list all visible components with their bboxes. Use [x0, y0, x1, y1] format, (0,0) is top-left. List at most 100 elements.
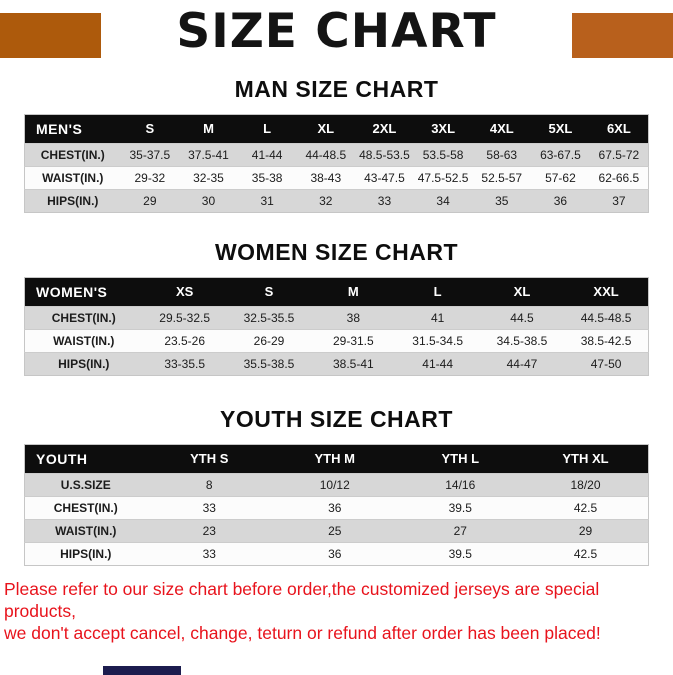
size-cell: 41-44 [395, 351, 480, 376]
col-header: 5XL [531, 114, 590, 144]
size-cell: 35-38 [237, 165, 297, 190]
top-left-accent-bar [0, 13, 101, 58]
size-cell: 38.5-42.5 [564, 328, 649, 353]
col-header: XL [479, 277, 565, 307]
row-label: HIPS(IN.) [24, 351, 143, 376]
col-header: 2XL [355, 114, 414, 144]
youth-size-table: YOUTH YTH S YTH M YTH L YTH XL U.S.SIZE … [24, 443, 649, 566]
row-label: WAIST(IN.) [24, 518, 147, 543]
size-cell: 23 [146, 518, 272, 543]
size-cell: 25 [272, 518, 398, 543]
size-cell: 62-66.5 [589, 165, 649, 190]
col-header: YTH S [146, 444, 272, 474]
row-label: HIPS(IN.) [24, 541, 147, 566]
footer-notice-line-2: we don't accept cancel, change, teturn o… [4, 623, 601, 644]
col-header: XXL [564, 277, 649, 307]
row-label: CHEST(IN.) [24, 305, 143, 330]
col-header: L [237, 114, 297, 144]
col-header: YTH L [397, 444, 523, 474]
table-row: HIPS(IN.) 29 30 31 32 33 34 35 36 37 [24, 188, 649, 213]
size-cell: 33 [355, 188, 414, 213]
size-cell: 63-67.5 [531, 142, 590, 167]
size-cell: 14/16 [397, 472, 523, 497]
table-row: HIPS(IN.) 33 36 39.5 42.5 [24, 541, 649, 566]
row-label: CHEST(IN.) [24, 142, 121, 167]
table-row: CHEST(IN.) 35-37.5 37.5-41 41-44 44-48.5… [24, 142, 649, 167]
size-cell: 52.5-57 [472, 165, 532, 190]
size-cell: 34.5-38.5 [479, 328, 565, 353]
size-cell: 34 [413, 188, 473, 213]
table-row: WAIST(IN.) 29-32 32-35 35-38 38-43 43-47… [24, 165, 649, 190]
size-cell: 29 [120, 188, 180, 213]
size-cell: 32-35 [179, 165, 238, 190]
table-row: U.S.SIZE 8 10/12 14/16 18/20 [24, 472, 649, 497]
size-cell: 53.5-58 [413, 142, 473, 167]
size-cell: 35 [472, 188, 532, 213]
size-cell: 32 [296, 188, 356, 213]
size-cell: 10/12 [272, 472, 398, 497]
size-cell: 33-35.5 [142, 351, 227, 376]
col-header: XL [296, 114, 356, 144]
size-cell: 29.5-32.5 [142, 305, 227, 330]
size-cell: 48.5-53.5 [355, 142, 414, 167]
footer-notice: Please refer to our size chart before or… [4, 578, 673, 645]
size-cell: 26-29 [226, 328, 312, 353]
size-cell: 43-47.5 [355, 165, 414, 190]
size-cell: 47-50 [564, 351, 649, 376]
size-cell: 41-44 [237, 142, 297, 167]
size-cell: 39.5 [397, 541, 523, 566]
youth-section-heading: YOUTH SIZE CHART [220, 405, 453, 432]
size-cell: 29-32 [120, 165, 180, 190]
size-cell: 35.5-38.5 [226, 351, 312, 376]
size-cell: 31 [237, 188, 297, 213]
women-section-heading: WOMEN SIZE CHART [214, 238, 459, 265]
col-header: XS [142, 277, 227, 307]
size-cell: 39.5 [397, 495, 523, 520]
table-row: WAIST(IN.) 23 25 27 29 [24, 518, 649, 543]
row-label: WAIST(IN.) [24, 165, 121, 190]
size-cell: 30 [179, 188, 238, 213]
col-header: M [179, 114, 238, 144]
row-label: CHEST(IN.) [24, 495, 147, 520]
size-cell: 33 [146, 495, 272, 520]
col-header: YTH M [272, 444, 398, 474]
size-cell: 35-37.5 [120, 142, 180, 167]
size-cell: 44.5 [479, 305, 565, 330]
col-header: 6XL [589, 114, 649, 144]
size-cell: 67.5-72 [589, 142, 649, 167]
size-cell: 8 [146, 472, 272, 497]
size-cell: 29-31.5 [311, 328, 396, 353]
row-label: HIPS(IN.) [24, 188, 121, 213]
size-cell: 36 [272, 541, 398, 566]
size-cell: 42.5 [523, 495, 649, 520]
col-header: 3XL [413, 114, 473, 144]
table-row: CHEST(IN.) 29.5-32.5 32.5-35.5 38 41 44.… [24, 305, 649, 330]
size-cell: 36 [272, 495, 398, 520]
col-header: L [395, 277, 480, 307]
size-cell: 27 [397, 518, 523, 543]
size-cell: 38 [311, 305, 396, 330]
men-size-table: MEN'S S M L XL 2XL 3XL 4XL 5XL 6XL CHEST… [24, 113, 649, 213]
size-cell: 44.5-48.5 [564, 305, 649, 330]
size-cell: 41 [395, 305, 480, 330]
size-cell: 44-48.5 [296, 142, 356, 167]
women-size-table: WOMEN'S XS S M L XL XXL CHEST(IN.) 29.5-… [24, 276, 649, 376]
table-row: WAIST(IN.) 23.5-26 26-29 29-31.5 31.5-34… [24, 328, 649, 353]
table-row: CHEST(IN.) 33 36 39.5 42.5 [24, 495, 649, 520]
size-cell: 58-63 [472, 142, 532, 167]
size-cell: 29 [523, 518, 649, 543]
table-corner-label: WOMEN'S [24, 277, 143, 307]
table-header-row: WOMEN'S XS S M L XL XXL [24, 277, 649, 307]
size-cell: 32.5-35.5 [226, 305, 312, 330]
size-cell: 42.5 [523, 541, 649, 566]
table-corner-label: MEN'S [24, 114, 121, 144]
size-cell: 37.5-41 [179, 142, 238, 167]
col-header: S [226, 277, 312, 307]
table-header-row: YOUTH YTH S YTH M YTH L YTH XL [24, 444, 649, 474]
row-label: U.S.SIZE [24, 472, 147, 497]
col-header: S [120, 114, 180, 144]
footer-notice-line-1: Please refer to our size chart before or… [4, 578, 600, 622]
size-cell: 37 [589, 188, 649, 213]
size-cell: 38-43 [296, 165, 356, 190]
size-cell: 31.5-34.5 [395, 328, 480, 353]
